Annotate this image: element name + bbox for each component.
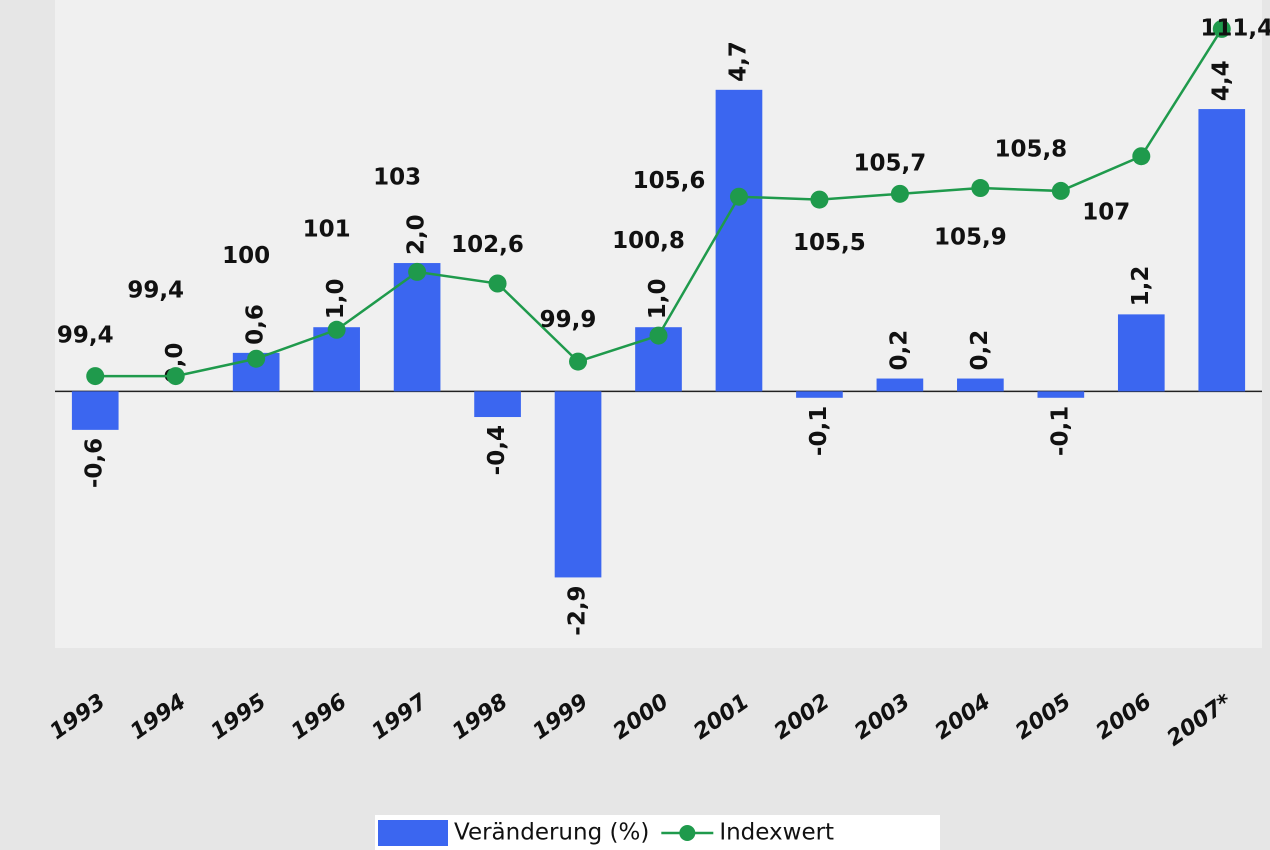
- line-marker: [1132, 147, 1151, 166]
- x-tick-label: 1995: [207, 689, 271, 745]
- line-marker: [729, 187, 748, 206]
- x-tick-label: 2002: [770, 689, 834, 745]
- line-label: 105,9: [934, 225, 1007, 251]
- x-tick-label: 2004: [931, 689, 995, 745]
- legend-box: [375, 815, 940, 850]
- bar: [554, 391, 602, 578]
- legend-label: Indexwert: [719, 820, 834, 846]
- plot-area: [55, 0, 1262, 648]
- line-label: 99,4: [57, 323, 114, 349]
- line-label: 105,8: [994, 136, 1067, 162]
- bar-label: -0,1: [806, 406, 832, 456]
- x-tick-label: 1996: [287, 689, 351, 745]
- line-marker: [649, 326, 668, 345]
- line-marker: [971, 179, 990, 198]
- line-label: 99,9: [540, 307, 597, 333]
- bar: [1117, 314, 1165, 392]
- line-label: 107: [1082, 200, 1130, 226]
- x-tick-label: 2007*: [1163, 689, 1237, 751]
- bar-label: 1,0: [645, 278, 671, 319]
- bar: [1198, 109, 1246, 392]
- x-tick-label: 1997: [367, 689, 432, 745]
- line-marker: [327, 320, 346, 339]
- x-tick-label: 2001: [689, 689, 753, 745]
- x-tick-label: 1999: [528, 689, 592, 745]
- bar-label: -2,9: [565, 585, 591, 635]
- line-label: 99,4: [127, 278, 184, 304]
- line-marker: [86, 367, 105, 386]
- x-tick-label: 2000: [609, 689, 673, 745]
- bar: [796, 391, 843, 398]
- bar: [876, 378, 924, 392]
- bar-label: 1,2: [1128, 266, 1154, 307]
- bar-label: 0,6: [243, 304, 269, 345]
- legend-swatch: [378, 820, 448, 846]
- bar-label: 0,2: [886, 330, 912, 371]
- line-label: 105,5: [793, 230, 866, 256]
- x-tick-label: 1993: [46, 689, 110, 745]
- bar-label: 2,0: [404, 214, 430, 255]
- line-label: 103: [373, 164, 421, 190]
- bar: [957, 378, 1004, 392]
- line-marker: [166, 367, 185, 386]
- bar: [71, 391, 119, 430]
- line-label: 100,8: [612, 228, 685, 254]
- x-tick-label: 2005: [1011, 689, 1075, 745]
- line-marker: [408, 262, 427, 281]
- x-tick-label: 2003: [850, 689, 914, 745]
- line-marker: [488, 274, 507, 293]
- line-marker: [1051, 181, 1070, 200]
- line-label: 111,4: [1200, 15, 1270, 41]
- legend-label: Veränderung (%): [454, 820, 649, 846]
- bar: [715, 89, 763, 392]
- bar-label: -0,4: [484, 425, 510, 475]
- line-label: 102,6: [451, 232, 524, 258]
- line-label: 105,6: [633, 168, 706, 194]
- line-marker: [810, 190, 829, 209]
- line-marker: [569, 352, 588, 371]
- line-label: 101: [303, 216, 351, 242]
- line-label: 100: [222, 243, 270, 269]
- x-tick-label: 1994: [126, 689, 190, 745]
- x-tick-label: 2006: [1092, 689, 1156, 745]
- bar: [474, 391, 521, 418]
- bar-label: 0,2: [967, 330, 993, 371]
- line-marker: [890, 184, 909, 203]
- line-marker: [247, 349, 266, 368]
- bar-label: 4,4: [1208, 60, 1234, 101]
- bar-label: -0,1: [1047, 406, 1073, 456]
- x-tick-label: 1998: [448, 689, 512, 745]
- line-label: 105,7: [854, 150, 927, 176]
- bar: [1037, 391, 1085, 398]
- line-marker: [1212, 19, 1231, 38]
- bar-label: 4,7: [725, 41, 751, 82]
- bar-label: 1,0: [323, 278, 349, 319]
- legend-marker: [679, 825, 696, 841]
- bar-label: -0,6: [82, 438, 108, 488]
